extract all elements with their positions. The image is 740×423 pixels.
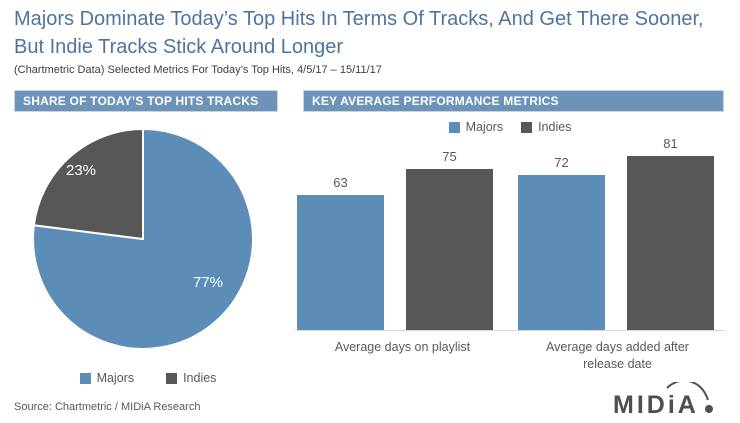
bar-chart-plot: 63 75 72 81 [295,136,725,331]
midia-logo-arc [666,382,709,401]
pie-value-label-indies: 23% [65,162,97,179]
pie-legend-item-indies: Indies [166,371,216,385]
bar-value-label: 81 [663,136,678,151]
category-label-release: Average days added after release date [546,340,689,371]
source-attribution: Source: Chartmetric / MIDiA Research [14,401,201,413]
indies-swatch-icon [521,121,533,133]
majors-swatch-icon [448,121,460,133]
bar-majors-playlist: 63 [297,175,384,330]
indies-swatch-icon [166,372,178,384]
bar-legend-label-majors: Majors [465,120,504,134]
bar-category-axis: Average days on playlist Average days ad… [295,339,725,373]
bar-value-label: 75 [442,149,457,164]
midia-logo-dot-icon [705,405,713,413]
bar-majors-release: 72 [518,155,605,330]
pie-chart-svg [32,128,254,350]
pie-slice-indies [32,128,144,240]
pie-legend-label-indies: Indies [183,371,217,385]
pie-legend-label-majors: Majors [96,371,135,385]
pie-chart: 23% 77% [32,128,254,350]
chart-subtitle: (Chartmetric Data) Selected Metrics For … [14,64,382,76]
bar-legend-label-indies: Indies [538,120,572,134]
pie-legend: Majors Indies [14,371,282,385]
bar-value-label: 63 [333,175,348,190]
pie-value-label-majors: 77% [192,274,224,291]
category-label-playlist: Average days on playlist [334,340,471,354]
midia-logo-text: MIDiA [613,391,699,419]
bar-value-label: 72 [554,155,569,170]
bar-legend: Majors Indies [295,120,725,134]
majors-swatch-icon [79,372,91,384]
pie-panel-header: SHARE OF TODAY’S TOP HITS TRACKS [14,90,278,112]
page-title: Majors Dominate Today’s Top Hits In Term… [14,8,704,58]
bar-legend-item-indies: Indies [521,120,571,134]
bar-indies-playlist: 75 [406,149,493,330]
bar-indies-release: 81 [627,136,714,330]
bar-panel-header: KEY AVERAGE PERFORMANCE METRICS [303,90,724,112]
bar-legend-item-majors: Majors [448,120,504,134]
pie-legend-item-majors: Majors [79,371,135,385]
midia-logo: MIDiA [613,382,713,419]
